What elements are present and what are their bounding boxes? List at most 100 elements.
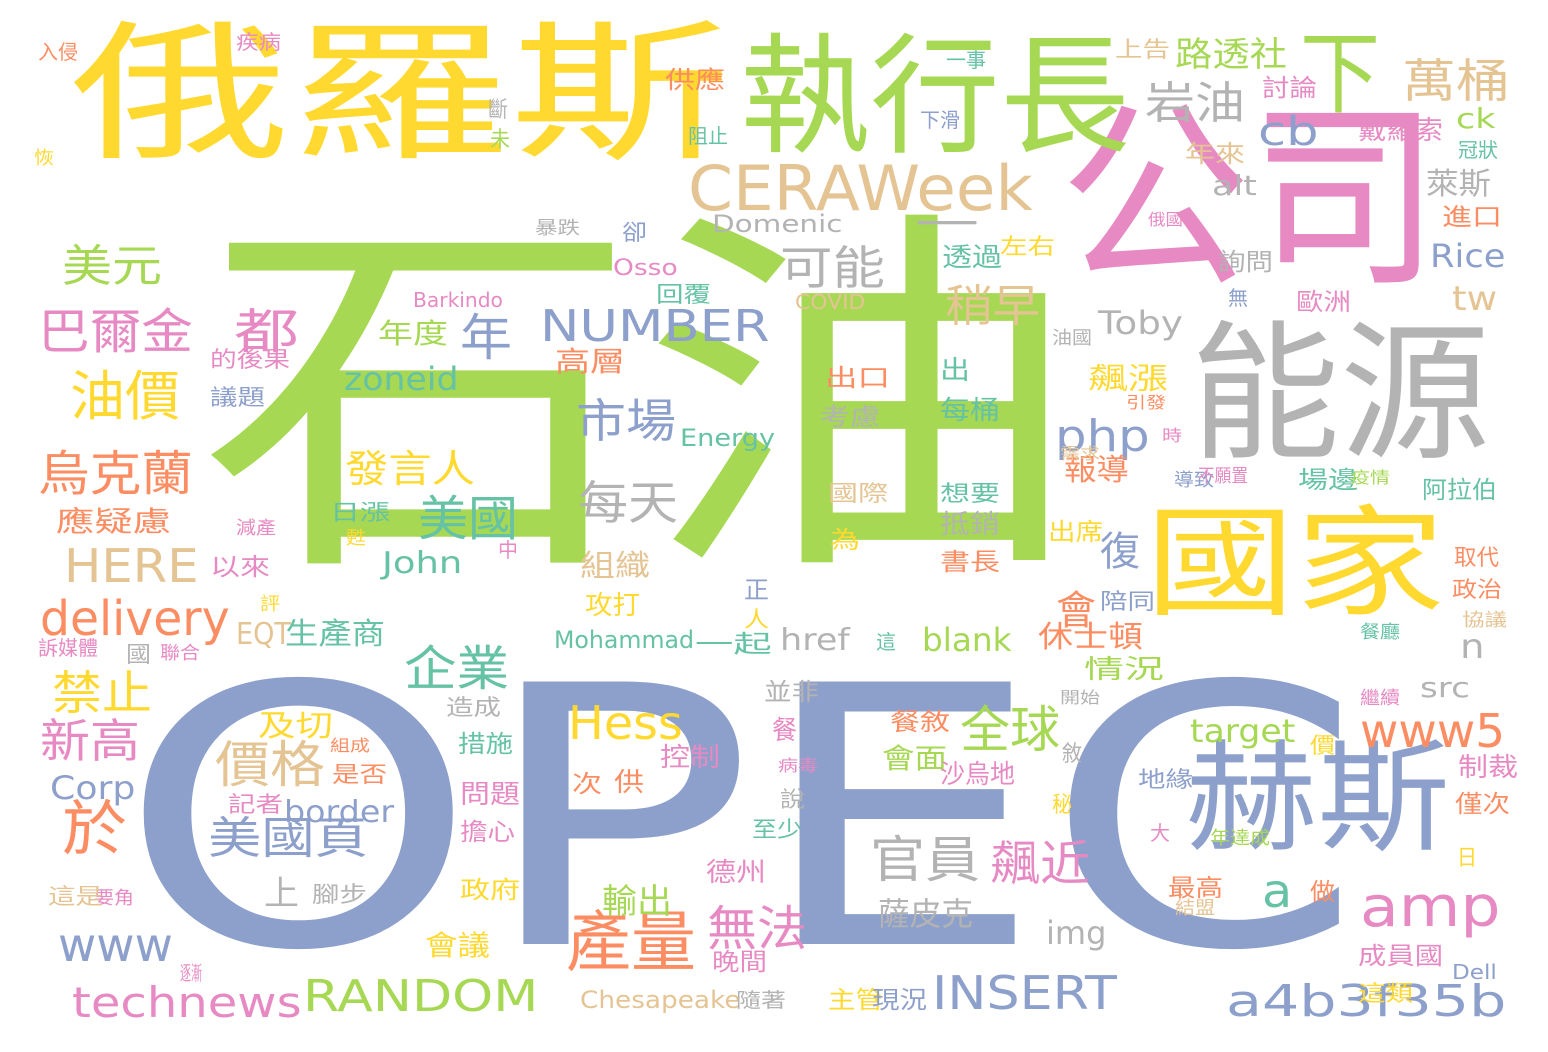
cloud-word: zoneid — [344, 360, 459, 398]
cloud-word: 供 — [614, 768, 645, 798]
cloud-word: 情況 — [1084, 655, 1164, 685]
cloud-word: 於 — [62, 795, 127, 865]
cloud-word: 餐廳 — [1360, 622, 1400, 643]
cloud-word: 出席 — [1048, 518, 1104, 546]
cloud-word: 中 — [498, 538, 518, 562]
cloud-word: 萬桶 — [1402, 54, 1511, 108]
cloud-word: 出口 — [825, 364, 890, 392]
cloud-word: 腳步 — [312, 883, 368, 908]
cloud-word: 國際 — [828, 482, 889, 507]
cloud-word: 一起 — [695, 630, 772, 658]
cloud-word: 疾病 — [236, 30, 281, 54]
cloud-word: 企業 — [404, 641, 510, 697]
cloud-word: 下 — [1300, 22, 1381, 127]
cloud-word: 記者 — [228, 793, 284, 818]
cloud-word: alt — [1212, 169, 1257, 202]
cloud-word: 會面 — [882, 742, 948, 775]
cloud-word: 正 — [744, 576, 770, 604]
cloud-word: 上告 — [1115, 38, 1171, 63]
cloud-word: 大 — [1150, 821, 1170, 845]
cloud-word: 執行長 — [740, 21, 1131, 173]
cloud-word: 官員 — [870, 831, 980, 889]
cloud-word: 油價 — [70, 365, 181, 428]
cloud-word: COVID — [795, 290, 866, 314]
cloud-word: 取代 — [1454, 546, 1500, 571]
cloud-word: 新高 — [40, 714, 141, 768]
cloud-word: 歐洲 — [1296, 288, 1352, 316]
cloud-word: Barkindo — [413, 288, 503, 312]
cloud-word: 年 — [460, 309, 512, 367]
cloud-word: 政府 — [460, 876, 520, 904]
cloud-word: 擔心 — [460, 818, 516, 846]
cloud-word: 公司 — [1060, 83, 1441, 316]
cloud-word: 烏克蘭 — [38, 446, 193, 502]
cloud-word: 赫斯 — [1185, 730, 1450, 869]
cloud-word: ck — [1456, 102, 1496, 135]
cloud-word: 人 — [744, 608, 770, 633]
cloud-word: 政治 — [1452, 578, 1503, 603]
cloud-word: 議題 — [210, 386, 266, 411]
cloud-word: 隨著 — [736, 988, 786, 1012]
cloud-word: 暴跌 — [535, 218, 580, 239]
cloud-word: NUMBER — [540, 301, 770, 352]
cloud-word: 俄羅斯 — [70, 8, 731, 182]
cloud-word: 聯合 — [160, 643, 200, 664]
cloud-word: 一 — [915, 202, 979, 248]
cloud-word: 油國 — [1052, 328, 1092, 349]
cloud-word: 休士頓 — [1038, 620, 1144, 655]
cloud-word: 卻 — [622, 221, 648, 246]
cloud-word: 的後果 — [210, 348, 291, 373]
cloud-word: 這類 — [1358, 982, 1414, 1007]
cloud-word: 斷 — [488, 98, 509, 123]
cloud-word: 左右 — [1000, 235, 1056, 260]
cloud-word: 協議 — [1462, 610, 1507, 631]
cloud-word: 供應 — [665, 66, 725, 94]
cloud-word: www — [58, 918, 173, 972]
cloud-word: 餐 — [772, 716, 798, 746]
cloud-word: 攻打 — [585, 591, 641, 621]
cloud-word: 為 — [830, 526, 860, 554]
cloud-word: 主管 — [828, 986, 884, 1014]
cloud-word: 路透社 — [1175, 35, 1287, 75]
cloud-word: 上 — [264, 874, 299, 914]
cloud-word: 現況 — [872, 986, 928, 1014]
cloud-word: n — [1460, 627, 1485, 667]
cloud-word: 產量 — [566, 904, 697, 981]
cloud-word: 考慮 — [820, 403, 880, 431]
cloud-word: 這 — [876, 630, 896, 654]
cloud-word: CERAWeek — [688, 152, 1033, 225]
cloud-word: 美元 — [62, 241, 162, 292]
cloud-word: src — [1420, 671, 1470, 704]
cloud-word: 透過 — [942, 243, 1003, 273]
cloud-word: 繼續 — [1360, 688, 1400, 709]
cloud-word: 未 — [490, 128, 511, 153]
cloud-word: 開始 — [1060, 688, 1101, 707]
cloud-word: Hess — [568, 696, 683, 750]
cloud-word: 組織 — [580, 549, 651, 584]
cloud-word: 成員國 — [1358, 942, 1444, 970]
cloud-word: 說 — [780, 788, 806, 813]
cloud-word: 地緣 — [1138, 768, 1194, 793]
cloud-word: 稍早 — [945, 281, 1041, 332]
cloud-word: 阻止 — [688, 124, 728, 148]
cloud-word: 次 — [572, 770, 602, 798]
cloud-word: John — [382, 546, 463, 581]
cloud-word: 報導 — [1064, 453, 1129, 488]
cloud-word: 訴媒體 — [38, 636, 98, 660]
cloud-word: 無 — [1228, 286, 1248, 310]
cloud-word: 導致 — [1174, 470, 1214, 491]
cloud-word: 敘 — [1062, 742, 1083, 767]
cloud-word: HERE — [64, 539, 199, 593]
cloud-word: Mohammad — [554, 626, 695, 654]
cloud-word: 詢問 — [1218, 248, 1274, 276]
cloud-word: 年達成 — [1210, 828, 1270, 849]
cloud-word: 下滑 — [920, 108, 960, 132]
cloud-word: Chesapeake — [580, 986, 741, 1014]
cloud-word: Rice — [1430, 237, 1506, 275]
cloud-word: 禁止 — [52, 666, 153, 720]
cloud-word: 出 — [940, 356, 971, 386]
cloud-word: 日漲 — [330, 501, 391, 526]
cloud-word: 時 — [1162, 426, 1183, 445]
cloud-word: 會 — [1056, 588, 1096, 634]
cloud-word: 是否 — [332, 763, 388, 788]
